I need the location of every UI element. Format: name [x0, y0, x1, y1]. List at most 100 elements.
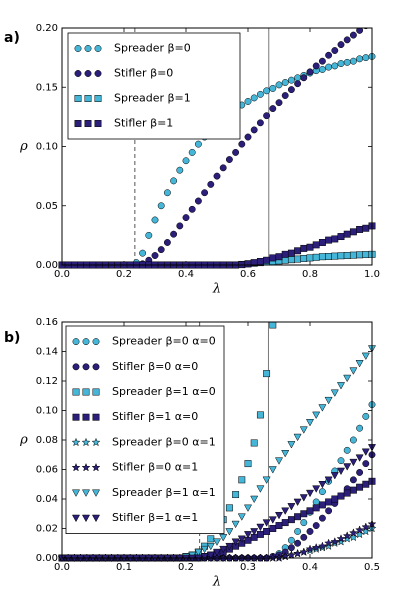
marker: [331, 252, 339, 260]
marker: [232, 148, 240, 156]
legend-label: Spreader β=1 α=0: [112, 385, 216, 398]
marker: [337, 252, 345, 260]
marker: [343, 489, 351, 497]
marker: [318, 488, 326, 496]
marker: [200, 553, 209, 561]
marker: [262, 476, 271, 484]
marker: [182, 157, 190, 165]
marker: [337, 41, 345, 49]
marker: [356, 251, 364, 259]
marker: [72, 388, 80, 396]
x-tick-label: 0.6: [240, 269, 256, 280]
marker: [243, 531, 253, 539]
marker: [269, 322, 277, 329]
marker: [287, 76, 295, 84]
marker: [219, 534, 228, 542]
marker: [225, 542, 234, 551]
marker: [349, 228, 357, 236]
marker: [231, 538, 240, 546]
marker: [294, 80, 302, 88]
marker: [324, 538, 334, 548]
x-tick-label: 0.0: [54, 269, 70, 280]
legend-label: Stifler β=0 α=1: [112, 461, 198, 474]
marker: [281, 256, 289, 264]
marker: [343, 230, 351, 238]
marker: [306, 68, 314, 76]
marker: [312, 241, 320, 249]
marker: [325, 507, 333, 515]
marker: [219, 164, 227, 172]
marker: [250, 495, 259, 504]
marker: [92, 388, 100, 396]
y-tick-label: 0.15: [36, 82, 58, 93]
marker: [256, 523, 265, 532]
marker: [305, 489, 315, 498]
marker: [213, 172, 221, 180]
legend-label: Stifler β=1: [114, 117, 173, 130]
marker: [293, 498, 302, 507]
x-axis-label: λ: [212, 575, 221, 590]
marker: [243, 504, 253, 512]
marker: [94, 120, 102, 127]
marker: [262, 519, 271, 527]
marker: [312, 504, 320, 512]
marker: [299, 494, 308, 502]
marker: [237, 535, 246, 543]
marker: [294, 255, 302, 263]
marker: [94, 70, 102, 77]
marker: [269, 525, 277, 532]
marker: [356, 226, 364, 233]
marker: [275, 253, 283, 261]
legend-label: Stifler β=0 α=0: [112, 360, 198, 373]
marker: [151, 252, 159, 259]
marker: [237, 513, 246, 521]
marker: [306, 254, 314, 262]
marker: [281, 450, 290, 458]
marker: [287, 86, 295, 94]
marker: [362, 460, 370, 468]
x-tick-label: 0.4: [302, 562, 318, 573]
marker: [336, 382, 346, 390]
marker: [225, 504, 233, 512]
marker: [348, 528, 358, 537]
x-tick-label: 0.0: [54, 562, 70, 573]
y-axis-label: ρ: [19, 139, 28, 154]
marker: [225, 528, 234, 536]
marker: [318, 481, 327, 489]
marker: [71, 489, 81, 497]
marker: [207, 535, 215, 543]
marker: [206, 542, 215, 551]
marker: [281, 519, 289, 527]
marker: [325, 253, 333, 260]
marker: [212, 548, 222, 557]
marker: [287, 544, 295, 552]
marker: [356, 28, 364, 34]
panel-label: b): [4, 330, 20, 346]
marker: [84, 120, 92, 127]
marker: [72, 338, 80, 346]
marker: [312, 411, 321, 420]
y-tick-label: 0.10: [36, 406, 58, 417]
marker: [244, 460, 252, 468]
legend: Spreader β=0 Stifler β=0 Spreader β=1 Stifl…: [67, 32, 241, 140]
marker: [299, 426, 308, 434]
panel: b) λ ρ 0.00 0.02 0.04 0.06 0.08 0.10 0.12 0.14 0.16…: [4, 317, 380, 590]
marker: [324, 476, 333, 484]
marker: [348, 532, 358, 542]
marker: [256, 485, 265, 493]
marker: [91, 462, 101, 472]
legend-label: Spreader β=0: [114, 42, 191, 55]
marker: [74, 70, 82, 77]
marker: [312, 253, 320, 261]
marker: [286, 550, 296, 559]
marker: [275, 522, 283, 529]
y-tick-label: 0.02: [36, 524, 58, 535]
marker: [207, 180, 215, 188]
marker: [318, 501, 326, 509]
marker: [349, 436, 357, 444]
marker: [256, 90, 264, 98]
marker: [369, 18, 375, 24]
legend-label: Spreader β=0 α=1: [112, 435, 216, 448]
marker: [300, 74, 308, 82]
marker: [349, 367, 358, 375]
